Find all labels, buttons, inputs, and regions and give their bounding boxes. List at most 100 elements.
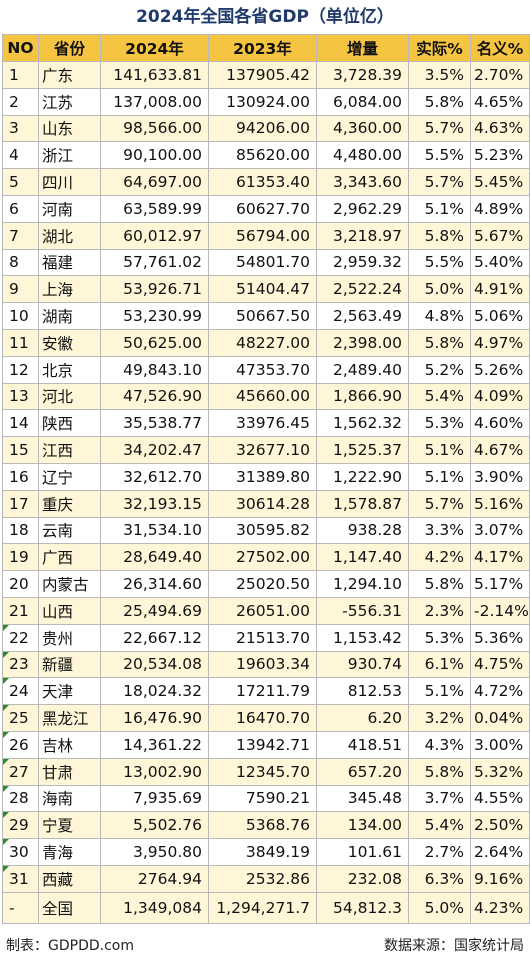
row-nominal-growth: 5.45%	[470, 168, 530, 196]
row-real-growth: 5.7%	[408, 114, 471, 143]
row-province: 甘肃	[38, 757, 101, 786]
row-gdp-2023: 60627.70	[208, 194, 317, 223]
row-gdp-2024: 32,612.70	[100, 462, 209, 491]
row-number: 3	[2, 114, 39, 143]
row-number: 28	[2, 784, 39, 813]
row-real-growth: 5.8%	[408, 757, 471, 786]
table-row: 5 四川 64,697.00 61353.40 3,343.60 5.7% 5.45%	[2, 168, 530, 196]
row-gdp-2024: 49,843.10	[100, 355, 209, 384]
row-nominal-growth: 4.65%	[470, 87, 530, 116]
row-increase: 2,489.40	[316, 355, 409, 384]
row-number: 21	[2, 596, 39, 625]
row-number: 8	[2, 248, 39, 277]
table-row: 29 宁夏 5,502.76 5368.76 134.00 5.4% 2.50%	[2, 811, 530, 840]
table-row: 22 贵州 22,667.12 21513.70 1,153.42 5.3% 5.36%	[2, 623, 530, 652]
row-real-growth: 4.2%	[408, 543, 471, 572]
row-number: 7	[2, 221, 39, 250]
table-row: 4 浙江 90,100.00 85620.00 4,480.00 5.5% 5.23%	[2, 141, 530, 170]
row-increase: 1,578.87	[316, 489, 409, 518]
row-increase: 1,222.90	[316, 462, 409, 491]
row-gdp-2024: 7,935.69	[100, 784, 209, 813]
row-number: 23	[2, 650, 39, 679]
table-row: 16 辽宁 32,612.70 31389.80 1,222.90 5.1% 3.90%	[2, 462, 530, 491]
row-province: 湖北	[38, 221, 101, 250]
row-province: 广东	[38, 61, 101, 89]
row-increase: 1,153.42	[316, 623, 409, 652]
row-increase: 2,563.49	[316, 302, 409, 330]
row-gdp-2024: 35,538.77	[100, 409, 209, 438]
row-nominal-growth: 2.64%	[470, 838, 530, 866]
row-number: 10	[2, 302, 39, 330]
header-gdp-2024: 2024年	[100, 34, 209, 62]
row-real-growth: 5.7%	[408, 168, 471, 196]
row-gdp-2023: 54801.70	[208, 248, 317, 277]
row-increase: 3,343.60	[316, 168, 409, 196]
row-province: 宁夏	[38, 811, 101, 840]
row-increase: 1,866.90	[316, 382, 409, 411]
row-province: 江西	[38, 436, 101, 464]
row-gdp-2023: 61353.40	[208, 168, 317, 196]
row-province: 黑龙江	[38, 704, 101, 732]
row-gdp-2023: 17211.79	[208, 677, 317, 706]
row-number: 19	[2, 543, 39, 572]
row-gdp-2023: 27502.00	[208, 543, 317, 572]
row-gdp-2023: 16470.70	[208, 704, 317, 732]
row-gdp-2024: 20,534.08	[100, 650, 209, 679]
row-real-growth: 3.3%	[408, 516, 471, 545]
row-increase: 2,959.32	[316, 248, 409, 277]
row-number: 29	[2, 811, 39, 840]
row-real-growth: 2.3%	[408, 596, 471, 625]
row-province: 福建	[38, 248, 101, 277]
row-nominal-growth: 4.72%	[470, 677, 530, 706]
row-number: 13	[2, 382, 39, 411]
row-nominal-growth: 5.36%	[470, 623, 530, 652]
row-number: 22	[2, 623, 39, 652]
row-gdp-2023: 51404.47	[208, 275, 317, 304]
row-number: 14	[2, 409, 39, 438]
row-gdp-2023: 2532.86	[208, 864, 317, 893]
row-increase: 134.00	[316, 811, 409, 840]
row-province: 北京	[38, 355, 101, 384]
row-increase: 938.28	[316, 516, 409, 545]
row-gdp-2024: 3,950.80	[100, 838, 209, 866]
row-province: 湖南	[38, 302, 101, 330]
total-increase: 54,812.3	[316, 891, 409, 924]
row-increase: 232.08	[316, 864, 409, 893]
row-gdp-2023: 30595.82	[208, 516, 317, 545]
total-real-growth: 5.0%	[408, 891, 471, 924]
table-row: 7 湖北 60,012.97 56794.00 3,218.97 5.8% 5.67%	[2, 221, 530, 250]
row-gdp-2024: 64,697.00	[100, 168, 209, 196]
row-number: 17	[2, 489, 39, 518]
row-number: 31	[2, 864, 39, 893]
row-nominal-growth: 5.06%	[470, 302, 530, 330]
row-nominal-growth: 4.63%	[470, 114, 530, 143]
table-row: 18 云南 31,534.10 30595.82 938.28 3.3% 3.07%	[2, 516, 530, 545]
gdp-table: NO 省份 2024年 2023年 增量 实际% 名义% 1 广东 141,633.…	[2, 34, 530, 924]
row-number: 2	[2, 87, 39, 116]
row-real-growth: 5.1%	[408, 677, 471, 706]
table-row: 11 安徽 50,625.00 48227.00 2,398.00 5.8% 4.97%	[2, 328, 530, 357]
table-row: 21 山西 25,494.69 26051.00 -556.31 2.3% -2.14%	[2, 596, 530, 625]
row-gdp-2024: 34,202.47	[100, 436, 209, 464]
row-nominal-growth: 4.60%	[470, 409, 530, 438]
row-province: 辽宁	[38, 462, 101, 491]
row-real-growth: 5.5%	[408, 248, 471, 277]
row-gdp-2023: 30614.28	[208, 489, 317, 518]
row-province: 云南	[38, 516, 101, 545]
row-gdp-2023: 31389.80	[208, 462, 317, 491]
row-gdp-2024: 47,526.90	[100, 382, 209, 411]
row-gdp-2023: 94206.00	[208, 114, 317, 143]
row-gdp-2023: 12345.70	[208, 757, 317, 786]
row-province: 吉林	[38, 730, 101, 759]
row-nominal-growth: 4.97%	[470, 328, 530, 357]
row-province: 河北	[38, 382, 101, 411]
row-gdp-2023: 3849.19	[208, 838, 317, 866]
row-gdp-2023: 32677.10	[208, 436, 317, 464]
row-nominal-growth: 0.04%	[470, 704, 530, 732]
row-increase: 2,522.24	[316, 275, 409, 304]
row-nominal-growth: 4.17%	[470, 543, 530, 572]
row-real-growth: 5.8%	[408, 87, 471, 116]
row-real-growth: 3.5%	[408, 61, 471, 89]
row-real-growth: 5.1%	[408, 194, 471, 223]
table-row: 12 北京 49,843.10 47353.70 2,489.40 5.2% 5.26%	[2, 355, 530, 384]
